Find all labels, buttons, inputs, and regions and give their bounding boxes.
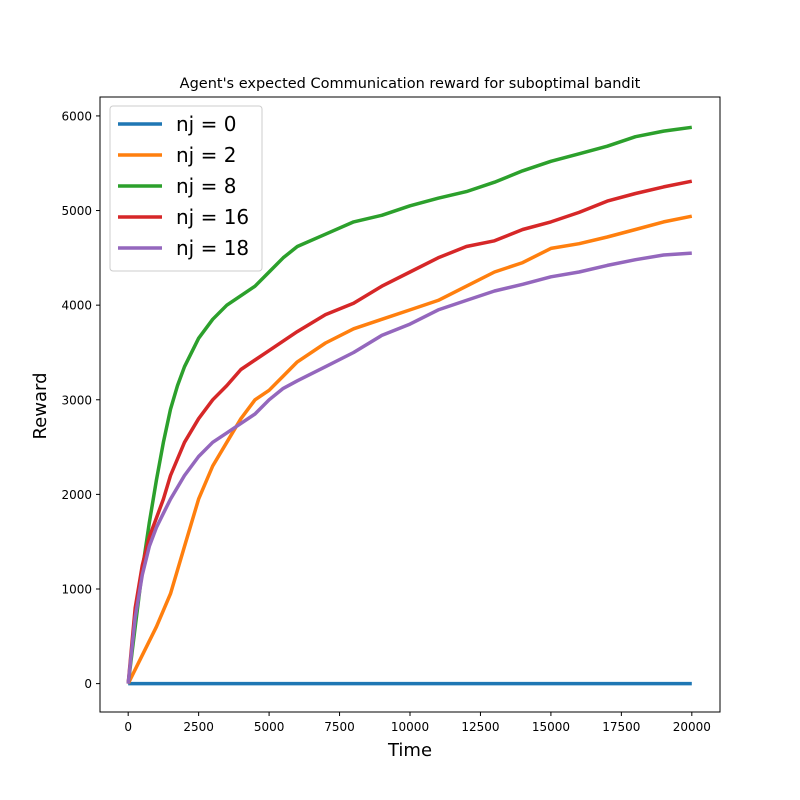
x-tick-label: 0 <box>124 720 132 734</box>
series-line-1 <box>126 214 693 685</box>
legend-box <box>109 105 263 272</box>
y-tick-label: 3000 <box>61 393 92 407</box>
legend-label-4: nj = 18 <box>176 236 249 260</box>
legend-label-0: nj = 0 <box>176 112 236 136</box>
x-tick-label: 12500 <box>461 720 499 734</box>
y-tick-label: 2000 <box>61 488 92 502</box>
series-line-4 <box>126 251 692 684</box>
legend: nj = 0 nj = 2 nj = 8 nj = 16 nj = 18 <box>109 105 263 272</box>
x-tick-label: 2500 <box>183 720 214 734</box>
x-tick-label: 7500 <box>324 720 355 734</box>
legend-label-1: nj = 2 <box>176 143 236 167</box>
x-tick-label: 5000 <box>254 720 285 734</box>
x-tick-label: 10000 <box>391 720 429 734</box>
plot-area <box>99 96 721 713</box>
y-tick-label: 6000 <box>61 109 92 123</box>
x-tick-label: 15000 <box>532 720 570 734</box>
x-tick-label: 20000 <box>673 720 711 734</box>
legend-label-2: nj = 8 <box>176 174 236 198</box>
y-tick-label: 4000 <box>61 299 92 313</box>
series-lines <box>126 125 693 686</box>
legend-label-3: nj = 16 <box>176 205 249 229</box>
y-tick-label: 5000 <box>61 204 92 218</box>
series-line-2 <box>126 125 693 684</box>
series-line-3 <box>126 179 693 684</box>
y-tick-label: 0 <box>84 677 92 691</box>
x-axis-label: Time <box>387 740 432 761</box>
axis-ticks: 0 2500 5000 7500 10000 12500 15000 17500 20000 0 1… <box>61 109 710 734</box>
y-axis-label: Reward <box>30 372 51 439</box>
chart-title: Agent's expected Communication reward fo… <box>180 76 641 92</box>
y-tick-label: 1000 <box>61 583 92 597</box>
x-tick-label: 17500 <box>602 720 640 734</box>
